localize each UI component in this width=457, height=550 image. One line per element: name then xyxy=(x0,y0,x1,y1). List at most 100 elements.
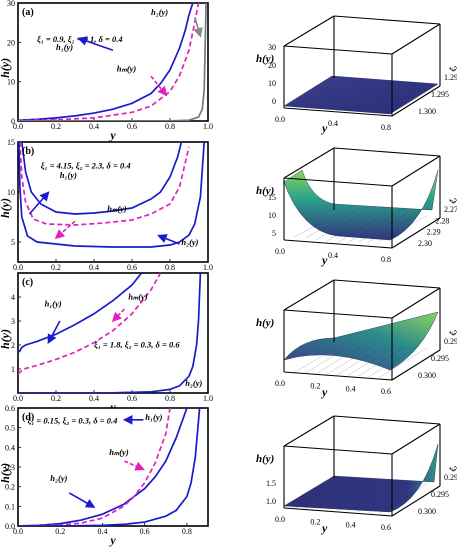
x-tick-label: 0.8 xyxy=(165,394,175,403)
series-annotation: hₘ(y) xyxy=(109,447,129,457)
box-edge xyxy=(283,507,393,517)
surface-gridline xyxy=(294,210,345,237)
surface-gridline xyxy=(379,483,428,514)
z-tick-label: 10 xyxy=(268,211,276,220)
surface-gridline xyxy=(379,83,428,114)
x-tick-label: 0.2 xyxy=(55,527,65,536)
annotation-arrow xyxy=(124,460,145,471)
annotation-arrow xyxy=(157,234,180,245)
side-tick-label: 1.295 xyxy=(431,90,449,99)
x-tick-label: 0.0 xyxy=(275,247,285,256)
series-annotation: h₂(y) xyxy=(50,473,67,483)
plot-frame xyxy=(17,272,209,394)
y-tick-label: 0.6 xyxy=(5,404,15,413)
x-tick-label: 0.6 xyxy=(127,394,137,403)
surface-panel-1: h(y) 0 10 20 30 0.0 0.4 0.8 y 1.290 1.295 1.300 ξ₂ xyxy=(256,15,457,135)
x-tick-label: 0.0 xyxy=(275,115,285,124)
box-edge xyxy=(391,349,441,381)
side-tick-label: 2.27 xyxy=(444,205,457,214)
side-tick-label: 0.290 xyxy=(444,337,457,346)
surface-gridline xyxy=(315,343,366,374)
z-axis-label: h(y) xyxy=(256,53,274,65)
surface-gridline xyxy=(336,480,387,512)
box-edge xyxy=(391,423,441,455)
x-tick-label: 0.8 xyxy=(165,122,175,131)
box-edge xyxy=(283,177,393,187)
side-tick-label: 1.300 xyxy=(418,107,436,116)
box-edge xyxy=(283,445,393,455)
series-line-2 xyxy=(19,142,190,226)
side-tick-label: 0.295 xyxy=(431,354,449,363)
x-tick-label: 1.0 xyxy=(203,394,213,403)
surface-gridline xyxy=(368,482,418,513)
x-tick-label: 0.6 xyxy=(127,263,137,272)
box-edge xyxy=(283,309,393,319)
side-tick-label: 2.29 xyxy=(427,228,441,237)
surface-gridline xyxy=(305,343,355,374)
box-edge xyxy=(333,15,441,25)
series-line-3 xyxy=(18,408,201,526)
side-tick-label: 1.290 xyxy=(444,73,457,82)
z-tick-label: 20 xyxy=(268,61,276,70)
panel-label: (d) xyxy=(22,412,34,423)
x-tick-label: 0.0 xyxy=(13,263,23,272)
x-tick-label: 0.4 xyxy=(346,520,356,529)
box-edge xyxy=(283,415,335,447)
series-annotation: h₂(y) xyxy=(151,7,168,17)
series-line-2 xyxy=(18,273,162,375)
surface-gridline xyxy=(368,82,418,113)
plot-frame xyxy=(17,2,209,122)
z-tick-label: 30 xyxy=(268,43,276,52)
surface-gridline xyxy=(315,211,366,240)
box-edge xyxy=(391,485,441,517)
box-edge xyxy=(283,371,393,381)
surface-gridline xyxy=(336,212,387,244)
surface-mesh xyxy=(283,311,439,371)
x-axis-label: y xyxy=(108,533,116,547)
x-tick-label: 0.4 xyxy=(328,251,338,260)
surface-gridline xyxy=(379,215,428,242)
y-tick-label: 0.0 xyxy=(5,522,15,531)
surface-panel-2: h(y) 5 10 15 0.0 0.4 0.8 y 2.27 2.28 2.29 2.30 ξ₂ xyxy=(256,147,457,267)
plot-frame xyxy=(17,407,209,527)
annotation-arrow xyxy=(77,36,114,51)
y-tick-label: 1 xyxy=(11,365,15,374)
x-tick-label: 0.4 xyxy=(89,122,99,131)
x-tick-label: 0.4 xyxy=(89,394,99,403)
surface-gridline xyxy=(326,80,376,111)
annotation-arrow xyxy=(54,220,76,240)
x-axis-label: y xyxy=(320,253,328,267)
surface-gridline xyxy=(326,212,376,242)
panel-label: (b) xyxy=(22,146,34,157)
y-axis-label: h(y) xyxy=(0,198,12,218)
x-tick-label: 1.0 xyxy=(203,122,213,131)
surface-gridline xyxy=(358,346,407,377)
y-tick-label: 20 xyxy=(7,38,15,47)
x-tick-label: 0.4 xyxy=(97,527,107,536)
side-tick-label: 2.28 xyxy=(435,216,449,225)
surface-gridline xyxy=(347,213,397,243)
x-tick-label: 0.6 xyxy=(140,527,150,536)
series-line-1 xyxy=(20,142,183,215)
series-annotation: hₘ(y) xyxy=(117,63,137,73)
x-tick-label: 0.2 xyxy=(310,382,320,391)
side-axis-label: ξ₂ xyxy=(447,463,457,472)
surface-panel-4: h(y) 1.0 1.5 0.0 0.2 0.4 0.6 y 0.290 0.295 0.300 ξ₂ xyxy=(256,415,457,535)
x-tick-label: 0.0 xyxy=(13,394,23,403)
x-axis-label: y xyxy=(320,521,328,535)
side-axis-label: ξ₂ xyxy=(447,327,457,336)
z-tick-label: 10 xyxy=(268,79,276,88)
surface-gridline xyxy=(305,211,355,239)
surface-gridline xyxy=(315,79,366,110)
y-tick-label: 2 xyxy=(11,341,15,350)
x-tick-label: 0.4 xyxy=(328,119,338,128)
x-tick-label: 0.0 xyxy=(13,122,23,131)
series-line-1 xyxy=(18,3,194,121)
annotation-arrow xyxy=(47,320,61,345)
series-line-2 xyxy=(18,3,200,121)
y-tick-label: 30 xyxy=(7,0,15,8)
x-tick-label: 0.2 xyxy=(51,122,61,131)
surface-mesh xyxy=(283,75,439,115)
box-edge xyxy=(283,279,335,311)
